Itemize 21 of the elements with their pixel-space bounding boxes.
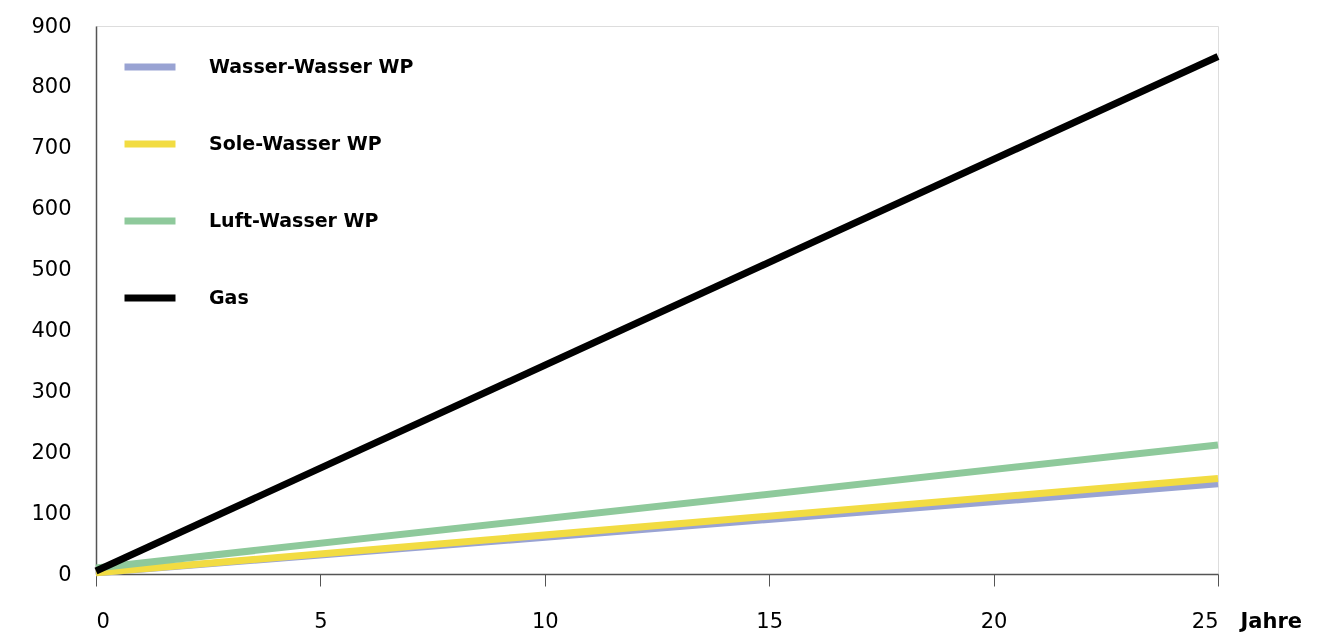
x-tick-label: 15	[756, 608, 784, 633]
y-tick-label: 700	[31, 135, 72, 160]
y-tick-label: 900	[31, 13, 72, 38]
x-tick-label: 10	[531, 608, 559, 633]
x-tick-label: 20	[980, 608, 1008, 633]
x-tick-label: 25	[1191, 608, 1219, 633]
y-tick-label: 400	[31, 317, 72, 342]
x-tick-label: 0	[96, 608, 110, 633]
y-tick-label: 300	[31, 378, 72, 403]
y-tick-label: 800	[31, 74, 72, 99]
legend-label: Luft-Wasser WP	[209, 209, 379, 231]
x-tick-label: 5	[314, 608, 328, 633]
y-tick-label: 600	[31, 196, 72, 221]
y-tick-label: 200	[31, 439, 72, 464]
y-tick-label: 500	[31, 257, 72, 282]
y-tick-label: 100	[31, 500, 72, 525]
x-axis-title: Jahre	[1238, 608, 1303, 633]
legend-label: Sole-Wasser WP	[209, 132, 382, 154]
legend-label: Gas	[209, 286, 249, 308]
y-tick-label: 0	[58, 561, 72, 586]
legend-label: Wasser-Wasser WP	[209, 55, 414, 77]
